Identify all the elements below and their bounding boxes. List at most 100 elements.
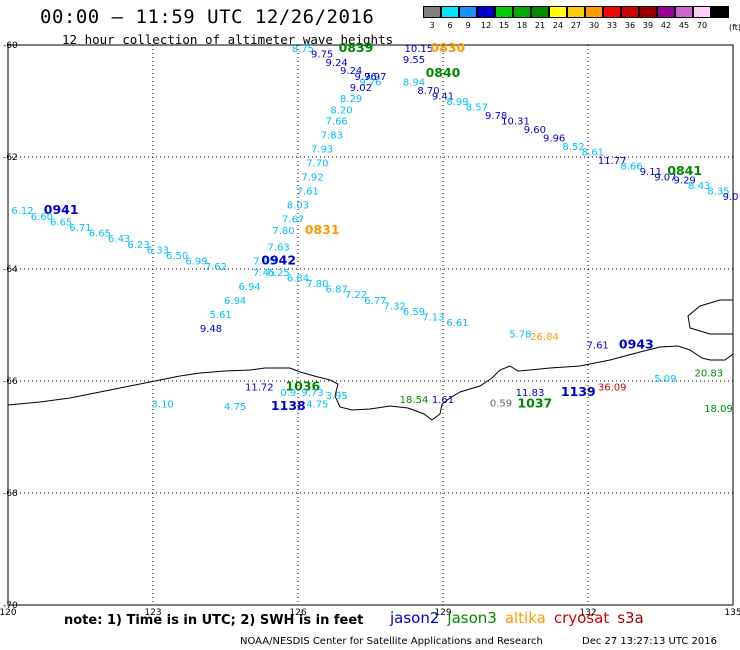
color-scale-label: 45: [678, 21, 690, 30]
wave-height-label: 6.23: [127, 240, 149, 251]
pass-time-label: 0941: [44, 202, 79, 217]
footer-note: note: 1) Time is in UTC; 2) SWH is in fe…: [64, 613, 364, 628]
wave-height-label: 8.99: [446, 97, 468, 108]
wave-height-label: 7.61: [587, 341, 609, 352]
wave-height-label: 6.43: [108, 234, 130, 245]
pass-time-label: 0830: [430, 40, 465, 55]
color-swatch: [458, 6, 477, 18]
color-swatch: [656, 6, 675, 18]
wave-height-label: 7.92: [301, 173, 323, 184]
wave-height-label: 8.20: [330, 105, 352, 116]
wave-height-label: 8.43: [688, 181, 710, 192]
color-swatch: [566, 6, 585, 18]
pass-time-label: 0831: [305, 222, 340, 237]
wave-height-label: 9.07: [654, 173, 676, 184]
wave-height-label: 9.75: [311, 49, 333, 60]
coastline: [7, 345, 734, 421]
latitude-tick-label: -68: [3, 489, 18, 499]
pass-time-label: 0840: [426, 65, 461, 80]
color-scale-cell: 33: [602, 6, 621, 30]
color-scale-cell: 36: [620, 6, 639, 30]
latitude-tick-label: -66: [3, 377, 18, 387]
wave-height-label: 6.61: [446, 318, 468, 329]
wave-height-label: 18.54: [400, 395, 429, 406]
wave-height-label: 8.70: [417, 86, 439, 97]
pass-time-label: 0841: [667, 163, 702, 178]
wave-height-label: 8.94: [403, 77, 425, 88]
latitude-tick-label: -62: [3, 153, 18, 163]
color-scale-label: 21: [534, 21, 546, 30]
wave-height-label: 7.61: [297, 187, 319, 198]
longitude-tick-label: 123: [144, 608, 161, 618]
color-scale-label: 18: [516, 21, 528, 30]
legend-entry-cryosat: cryosat: [553, 609, 610, 627]
wave-height-label: 6.12: [11, 206, 33, 217]
color-scale-cell: 15: [494, 6, 513, 30]
wave-height-label: 8.03: [287, 201, 309, 212]
color-swatch: [602, 6, 621, 18]
wave-height-label: 9.97: [364, 72, 386, 83]
longitude-tick-label: 129: [434, 608, 451, 618]
generated-datetime: Dec 27 13:27:13 UTC 2016: [582, 636, 717, 647]
color-swatch: [692, 6, 711, 18]
wave-height-label: 9.96: [543, 133, 565, 144]
satellite-legend: jason2 jason3 altika cryosat s3a: [390, 609, 652, 627]
color-swatch: [638, 6, 657, 18]
wave-height-label: 10.31: [501, 117, 530, 128]
page-subtitle: 12 hour collection of altimeter wave hei…: [62, 32, 394, 47]
latitude-tick-label: -60: [3, 41, 18, 51]
wave-height-label: 9.73: [301, 388, 323, 399]
color-scale-cell: 21: [530, 6, 549, 30]
wave-height-label: 6.94: [239, 282, 261, 293]
wave-height-label: 7.67: [282, 215, 304, 226]
color-scale-label: 24: [552, 21, 564, 30]
color-scale-cell: [710, 6, 729, 30]
color-swatch: [530, 6, 549, 18]
wave-height-label: 9.60: [524, 125, 546, 136]
wave-height-label: 6.99: [185, 257, 207, 268]
credit-text: NOAA/NESDIS Center for Satellite Applica…: [240, 636, 543, 647]
wave-height-label: 8.66: [620, 161, 642, 172]
color-scale-cell: 3: [422, 6, 441, 30]
color-swatch: [440, 6, 459, 18]
pass-time-label: 1138: [271, 398, 306, 413]
wave-height-label: 11.83: [516, 388, 545, 399]
pass-time-label: 1037: [517, 395, 552, 410]
color-swatch: [476, 6, 495, 18]
longitude-tick-label: 135: [724, 608, 740, 618]
wave-height-label: 9.78: [485, 111, 507, 122]
wave-height-label: 9.48: [200, 324, 222, 335]
color-scale-label: 30: [588, 21, 600, 30]
wave-height-label: 8.57: [466, 103, 488, 114]
wave-height-label: 7.63: [268, 243, 290, 254]
color-swatch: [710, 6, 729, 18]
page-title: 00:00 – 11:59 UTC 12/26/2016: [40, 6, 375, 28]
wave-height-label: 11.72: [245, 383, 274, 394]
latitude-tick-label: -70: [3, 601, 18, 611]
color-scale-label: 6: [447, 21, 453, 30]
color-scale-cell: 18: [512, 6, 531, 30]
wave-height-label: 11.77: [598, 156, 627, 167]
wave-height-label: 5.09: [654, 374, 676, 385]
wave-height-label: 7.93: [311, 145, 333, 156]
color-swatch: [584, 6, 603, 18]
wave-height-label: 7.80: [306, 279, 328, 290]
color-scale-legend: 3 6 9 12 15 18 21 24 27 30 33 36 39 42 45 70: [422, 6, 729, 30]
wave-height-label: 9.11: [640, 167, 662, 178]
wave-height-label: 7.66: [326, 117, 348, 128]
wave-height-label: 8.29: [340, 94, 362, 105]
coastline-east: [687, 299, 733, 335]
longitude-tick-label: 126: [289, 608, 306, 618]
wave-height-label: 6.33: [147, 245, 169, 256]
wave-height-label: 7.83: [321, 131, 343, 142]
legend-entry-altika: altika: [504, 609, 546, 627]
wave-height-label: 26.84: [530, 332, 559, 343]
color-scale-label: 33: [606, 21, 618, 30]
wave-height-label: 6.84: [287, 273, 309, 284]
wave-height-label: 9.55: [403, 55, 425, 66]
wave-height-label: 9.76: [359, 77, 381, 88]
wave-height-label: 6.87: [326, 285, 348, 296]
wave-height-label: 36.09: [598, 383, 627, 394]
